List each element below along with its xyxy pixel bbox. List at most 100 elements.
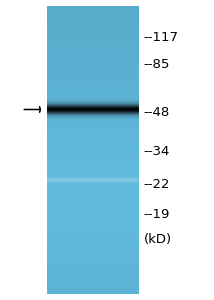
Bar [47,284,139,285]
Bar [47,211,139,212]
Bar [47,180,139,181]
Bar [47,135,139,136]
Bar [47,260,139,261]
Bar [47,187,139,188]
Bar [47,133,139,134]
Bar [47,271,139,272]
Bar [47,213,139,214]
Bar [47,247,139,248]
Bar [47,253,139,254]
Bar [47,195,139,196]
Bar [47,164,139,165]
Bar [47,184,139,185]
Bar [47,65,139,67]
Text: --48: --48 [143,106,170,119]
Bar [47,200,139,201]
Bar [47,115,139,116]
Bar [47,105,139,106]
Bar [47,28,139,29]
Bar [47,219,139,220]
Bar [47,223,139,224]
Bar [47,254,139,255]
Bar [47,250,139,251]
Bar [47,20,139,21]
Bar [47,286,139,287]
Bar [47,174,139,175]
Bar [47,276,139,277]
Bar [47,237,139,238]
Bar [47,132,139,133]
Bar [47,241,139,242]
Bar [47,267,139,268]
Bar [47,167,139,168]
Bar [47,149,139,150]
Bar [47,188,139,189]
Bar [47,91,139,92]
Bar [47,56,139,57]
Bar [47,87,139,88]
Bar [47,98,139,99]
Bar [47,293,139,294]
Bar [47,208,139,209]
Bar [47,57,139,58]
Bar [47,71,139,72]
Bar [47,150,139,151]
Bar [47,46,139,47]
Bar [47,26,139,27]
Bar [47,225,139,226]
Bar [47,14,139,15]
Bar [47,216,139,217]
Bar [47,103,139,104]
Bar [47,245,139,246]
Bar [47,212,139,213]
Bar [47,93,139,94]
Bar [47,275,139,276]
Bar [47,201,139,202]
Bar [47,76,139,77]
Bar [47,102,139,103]
Bar [47,30,139,31]
Bar [47,107,139,108]
Bar [47,221,139,222]
Bar [47,116,139,117]
Bar [47,109,139,110]
Bar [47,222,139,223]
Bar [47,31,139,32]
Bar [47,156,139,157]
Bar [47,231,139,232]
Bar [47,218,139,219]
Bar [47,183,139,184]
Bar [47,249,139,250]
Bar [47,287,139,288]
Bar [47,79,139,80]
Bar [47,179,139,180]
Bar [47,100,139,101]
Bar [47,163,139,164]
Bar [47,155,139,156]
Bar [47,246,139,247]
Bar [47,170,139,171]
Bar [47,266,139,267]
Bar [47,68,139,69]
Bar [47,146,139,147]
Bar [47,126,139,127]
Bar [47,205,139,206]
Text: (kD): (kD) [143,233,171,247]
Bar [47,145,139,146]
Bar [47,197,139,198]
Bar [47,27,139,28]
Bar [47,270,139,271]
Bar [47,118,139,119]
Bar [47,235,139,236]
Bar [47,177,139,178]
Bar [47,94,139,95]
Bar [47,10,139,11]
Bar [47,36,139,37]
Bar [47,220,139,221]
Bar [47,272,139,273]
Bar [47,140,139,141]
Bar [47,206,139,207]
Bar [47,193,139,194]
Bar [47,70,139,71]
Bar [47,269,139,270]
